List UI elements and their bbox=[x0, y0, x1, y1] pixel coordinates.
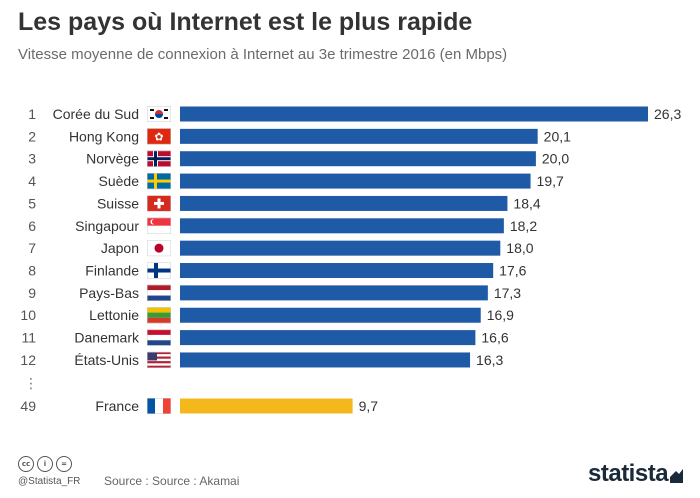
bar-row: 5 Suisse 18,4 bbox=[28, 195, 541, 212]
bar-row: 7 Japon 18,0 bbox=[28, 240, 534, 257]
country-label: France bbox=[95, 398, 139, 414]
bar-row: 8 Finlande 17,6 bbox=[28, 262, 527, 279]
twitter-handle: @Statista_FR bbox=[18, 476, 81, 487]
bar bbox=[180, 218, 504, 234]
hong-kong-flag-icon: ✿ bbox=[147, 128, 171, 145]
attribution-icon: i bbox=[37, 456, 53, 472]
rank-label: 2 bbox=[28, 128, 36, 144]
value-label: 16,6 bbox=[481, 330, 508, 346]
bar bbox=[180, 307, 481, 323]
norway-flag-icon bbox=[147, 150, 171, 167]
bar bbox=[180, 263, 494, 279]
rank-label: 49 bbox=[20, 398, 36, 414]
country-label: Japon bbox=[101, 240, 139, 256]
japan-flag-icon bbox=[147, 240, 171, 257]
bar bbox=[180, 330, 476, 346]
bar-row: 3 Norvège 20,0 bbox=[28, 150, 569, 167]
country-label: Pays-Bas bbox=[79, 285, 139, 301]
bar-row: 4 Suède 19,7 bbox=[28, 173, 564, 190]
finland-flag-icon bbox=[147, 262, 171, 279]
bar bbox=[180, 173, 531, 189]
bar bbox=[180, 240, 501, 256]
bar-row: 11 Danemark 16,6 bbox=[21, 329, 509, 346]
no-derivatives-icon: = bbox=[56, 456, 72, 472]
statista-logo-mark-icon bbox=[670, 469, 683, 483]
country-label: Lettonie bbox=[89, 307, 139, 323]
value-label: 17,6 bbox=[499, 263, 526, 279]
bar bbox=[180, 285, 488, 301]
bar-row: 10 Lettonie 16,9 bbox=[20, 307, 514, 324]
france-flag-icon bbox=[147, 398, 171, 414]
bar-row: 9 Pays-Bas 17,3 bbox=[28, 284, 521, 301]
statista-logo[interactable]: statista bbox=[588, 460, 669, 487]
rank-label: 9 bbox=[28, 285, 36, 301]
value-label: 9,7 bbox=[359, 398, 379, 414]
rank-label: 1 bbox=[28, 106, 36, 122]
bar-row: 6 Singapour 18,2 bbox=[28, 217, 537, 234]
rank-label: 8 bbox=[28, 263, 36, 279]
bar bbox=[180, 128, 538, 144]
south-korea-flag-icon bbox=[147, 106, 171, 122]
rank-label: 12 bbox=[20, 352, 36, 368]
bar-row: 49 France 9,7 bbox=[20, 398, 378, 414]
country-label: États-Unis bbox=[74, 352, 139, 368]
value-label: 26,3 bbox=[654, 106, 681, 122]
rank-label: 11 bbox=[21, 330, 36, 346]
bar-chart: 1 Corée du Sud 26,3 2 Hong Kong ✿ 20,1 3 Norvège… bbox=[20, 106, 681, 414]
rank-ellipsis: ⋮ bbox=[24, 376, 38, 392]
svg-text:✿: ✿ bbox=[154, 131, 163, 143]
source-note: Source : Source : Akamai bbox=[104, 474, 240, 488]
rank-label: 3 bbox=[28, 151, 36, 167]
switzerland-flag-icon bbox=[147, 195, 171, 212]
value-label: 18,0 bbox=[506, 240, 533, 256]
bar bbox=[180, 151, 536, 167]
rank-label: 5 bbox=[28, 195, 36, 211]
value-label: 18,4 bbox=[513, 195, 540, 211]
singapore-flag-icon bbox=[147, 217, 171, 234]
license-icons: cc i = bbox=[18, 456, 72, 472]
value-label: 20,1 bbox=[544, 128, 571, 144]
country-label: Finlande bbox=[85, 263, 139, 279]
value-label: 16,9 bbox=[487, 307, 514, 323]
netherlands-flag-icon bbox=[147, 284, 171, 301]
denmark-flag-icon bbox=[147, 329, 171, 346]
bar bbox=[180, 398, 353, 414]
value-label: 18,2 bbox=[510, 218, 537, 234]
country-label: Danemark bbox=[74, 330, 140, 346]
country-label: Suisse bbox=[97, 195, 139, 211]
value-label: 19,7 bbox=[537, 173, 564, 189]
country-label: Corée du Sud bbox=[53, 106, 139, 122]
country-label: Norvège bbox=[86, 151, 139, 167]
bar bbox=[180, 352, 471, 368]
chart-subtitle: Vitesse moyenne de connexion à Internet … bbox=[18, 46, 508, 63]
bar-row: 2 Hong Kong ✿ 20,1 bbox=[28, 128, 571, 145]
country-label: Hong Kong bbox=[69, 128, 139, 144]
sweden-flag-icon bbox=[147, 173, 171, 190]
rank-label: 10 bbox=[20, 307, 36, 323]
value-label: 17,3 bbox=[494, 285, 521, 301]
bar-row: 12 États-Unis 16,3 bbox=[20, 351, 504, 368]
latvia-flag-icon bbox=[147, 307, 171, 324]
value-label: 20,0 bbox=[542, 151, 569, 167]
bar bbox=[180, 195, 508, 211]
country-label: Singapour bbox=[75, 218, 139, 234]
rank-label: 7 bbox=[28, 240, 36, 256]
bar-row: 1 Corée du Sud 26,3 bbox=[28, 106, 681, 122]
country-label: Suède bbox=[99, 173, 140, 189]
cc-icon: cc bbox=[18, 456, 34, 472]
bar bbox=[180, 106, 648, 122]
rank-label: 6 bbox=[28, 218, 36, 234]
chart-title: Les pays où Internet est le plus rapide bbox=[18, 8, 473, 36]
united-states-flag-icon bbox=[147, 351, 171, 368]
value-label: 16,3 bbox=[476, 352, 503, 368]
rank-label: 4 bbox=[28, 173, 36, 189]
